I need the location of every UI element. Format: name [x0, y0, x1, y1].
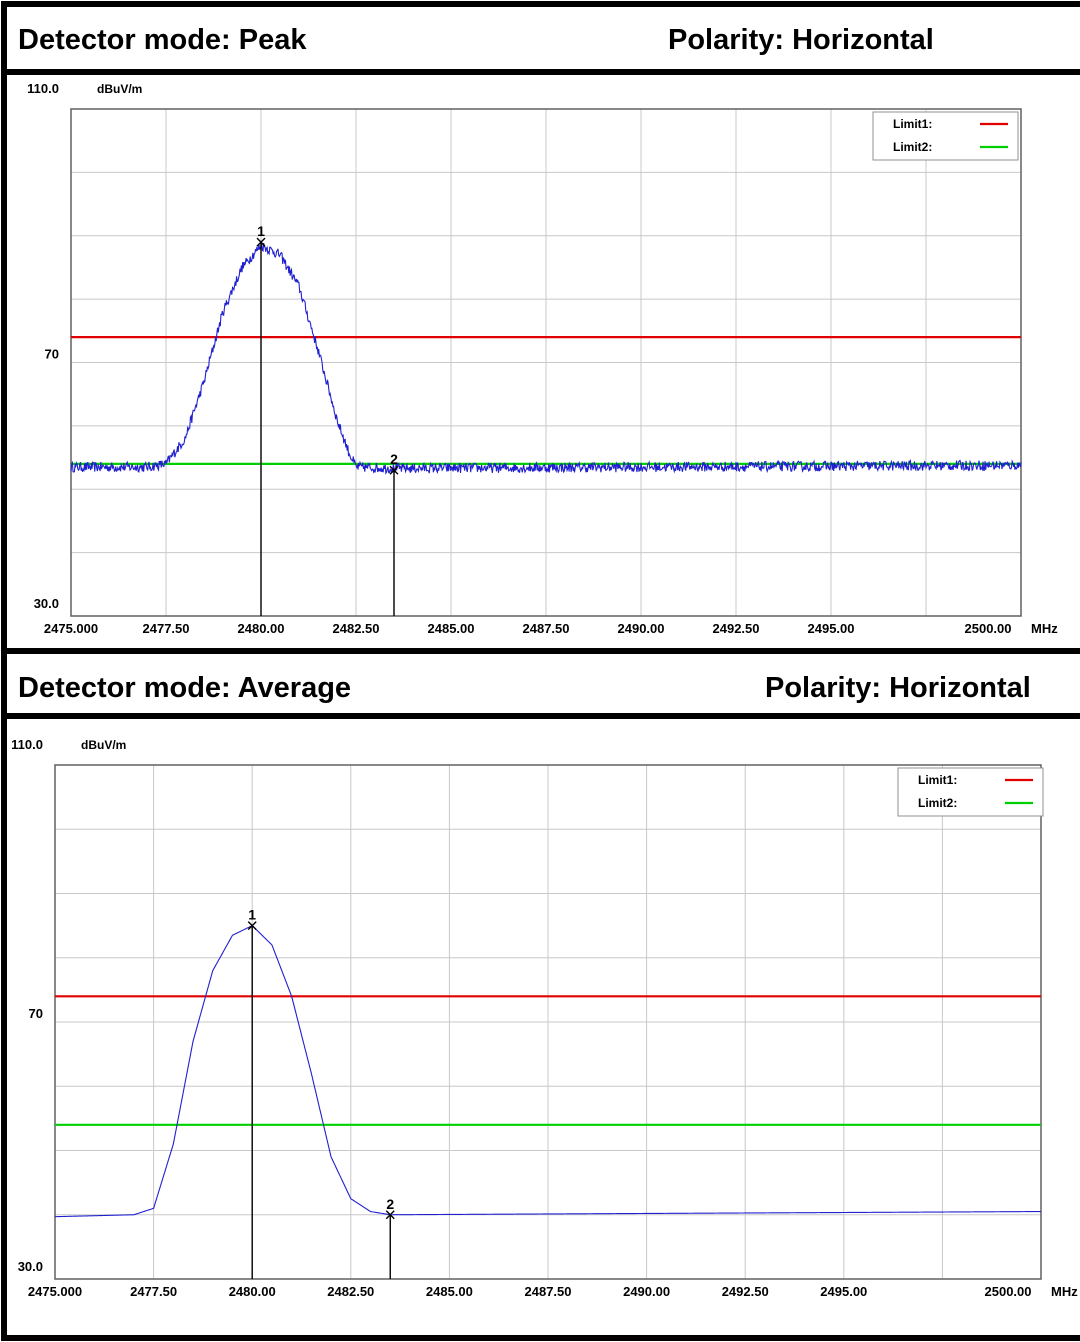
x-tick-label: 2480.00: [229, 1284, 276, 1299]
detector-mode-label: Detector mode: Peak: [18, 23, 307, 56]
legend-limit1-label: Limit1:: [918, 773, 957, 787]
average-chart: 1 2 110.0 70 30.0 dBuV/m 2475.000 2477.50 2480.0…: [11, 737, 1078, 1299]
x-tick-label: 2490.00: [618, 621, 665, 636]
legend-box: [872, 111, 1019, 161]
marker-point: [256, 237, 266, 247]
y-tick-label: 70: [29, 1006, 43, 1021]
x-tick-label: 2495.00: [820, 1284, 867, 1299]
y-tick-label: 30.0: [34, 596, 59, 611]
x-tick-label: 2480.00: [238, 621, 285, 636]
legend-box: [897, 767, 1044, 817]
marker-label: 2: [390, 451, 398, 467]
plot-border: [70, 108, 1022, 617]
legend-limit2-label: Limit2:: [893, 140, 932, 154]
x-tick-label: 2487.50: [523, 621, 570, 636]
plot-border: [54, 764, 1042, 1280]
x-tick-label: 2500.00: [965, 621, 1012, 636]
series-line: [70, 241, 1022, 475]
x-axis-unit: MHz: [1051, 1284, 1078, 1299]
x-tick-label: 2477.50: [143, 621, 190, 636]
x-axis-unit: MHz: [1031, 621, 1058, 636]
peak-header: Detector mode: Peak Polarity: Horizontal: [8, 8, 1080, 72]
y-axis-unit: dBuV/m: [97, 82, 142, 96]
polarity-label: Polarity: Horizontal: [668, 23, 934, 56]
y-axis-unit: dBuV/m: [81, 738, 126, 752]
legend-limit1-label: Limit1:: [893, 117, 932, 131]
x-tick-label: 2492.50: [713, 621, 760, 636]
x-tick-label: 2490.00: [623, 1284, 670, 1299]
x-tick-label: 2495.00: [808, 621, 855, 636]
marker-point: [389, 465, 399, 475]
x-tick-label: 2477.50: [130, 1284, 177, 1299]
y-tick-label: 30.0: [18, 1259, 43, 1274]
average-header: Detector mode: Average Polarity: Horizon…: [8, 656, 1080, 720]
marker-point: [385, 1210, 395, 1220]
x-tick-label: 2482.50: [333, 621, 380, 636]
marker-point: [247, 921, 257, 931]
x-tick-label: 2482.50: [327, 1284, 374, 1299]
marker-label: 2: [386, 1196, 394, 1212]
marker-label: 1: [248, 907, 256, 923]
x-tick-label: 2487.50: [525, 1284, 572, 1299]
x-tick-label: 2485.00: [428, 621, 475, 636]
polarity-label: Polarity: Horizontal: [765, 671, 1031, 704]
y-tick-label: 110.0: [11, 737, 43, 752]
y-tick-label: 110.0: [27, 81, 59, 96]
marker-label: 1: [257, 223, 265, 239]
series-line: [54, 924, 1041, 1218]
x-tick-label: 2492.50: [722, 1284, 769, 1299]
detector-mode-label: Detector mode: Average: [18, 671, 352, 704]
y-tick-label: 70: [45, 347, 59, 362]
legend-limit2-label: Limit2:: [918, 796, 957, 810]
x-tick-label: 2475.000: [28, 1284, 82, 1299]
x-tick-label: 2485.00: [426, 1284, 473, 1299]
x-tick-label: 2475.000: [44, 621, 98, 636]
peak-chart: 1 2 110.0 70 30.0 dBuV/m 2475.000 2477.50 2480.0…: [27, 81, 1058, 636]
x-tick-label: 2500.00: [985, 1284, 1032, 1299]
